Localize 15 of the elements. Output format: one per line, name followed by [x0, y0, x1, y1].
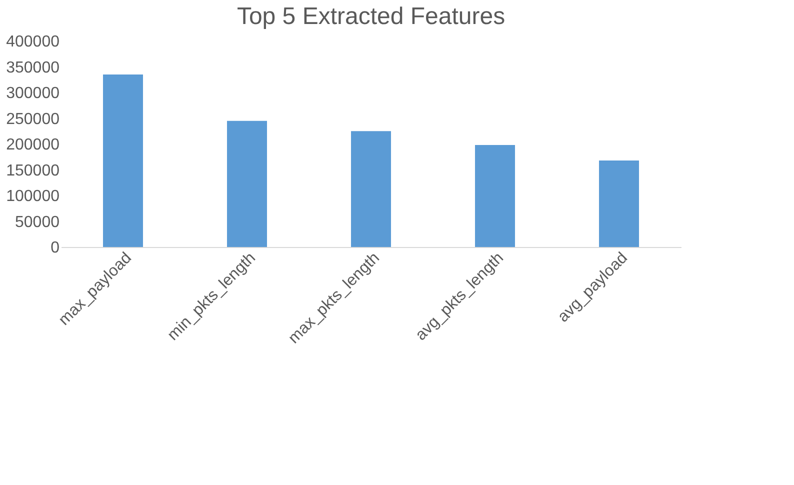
chart-title: Top 5 Extracted Features [236, 3, 506, 30]
y-tick-label: 400000 [6, 34, 60, 50]
y-tick-label: 200000 [6, 136, 60, 154]
y-tick-label: 0 [50, 240, 60, 256]
y-tick-label: 250000 [6, 110, 60, 128]
y-tick-label: 150000 [6, 162, 60, 180]
bar [475, 145, 515, 247]
y-tick-label: 300000 [6, 85, 60, 102]
y-tick-label: 350000 [6, 59, 60, 76]
bar [103, 74, 143, 247]
y-tick-label: 50000 [15, 214, 60, 231]
bar [351, 131, 391, 247]
bar [599, 160, 639, 247]
bar [227, 120, 267, 247]
y-tick-label: 100000 [6, 188, 60, 205]
